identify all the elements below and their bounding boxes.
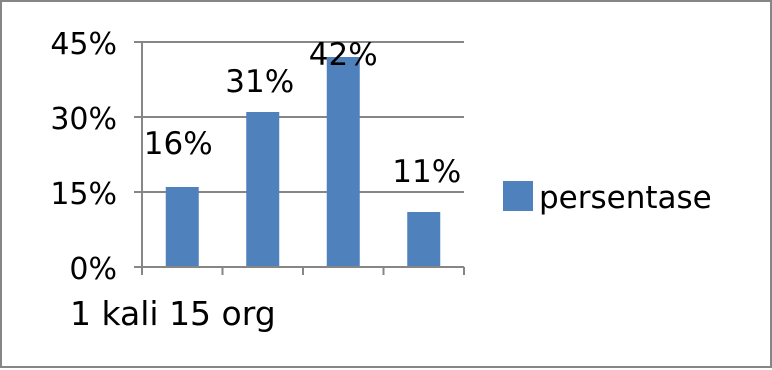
bar-3 xyxy=(407,212,441,267)
data-label-1: 31% xyxy=(225,64,294,100)
data-label-0: 16% xyxy=(144,126,213,162)
bars xyxy=(165,57,441,267)
bar-2 xyxy=(326,57,360,267)
bar-0 xyxy=(165,187,199,267)
x-category-label-0: 1 kali 15 org xyxy=(70,294,276,333)
y-tick-label-1: 15% xyxy=(50,177,117,212)
legend-label: persentase xyxy=(539,180,712,216)
y-tick-label-2: 30% xyxy=(50,102,117,137)
legend-swatch xyxy=(503,181,533,211)
axes: 0% 15% 30% 45% 1 kali 15 org xyxy=(50,27,465,333)
y-tick-label-3: 45% xyxy=(50,27,117,62)
bar-1 xyxy=(246,112,280,267)
y-tick-label-0: 0% xyxy=(69,252,117,287)
data-label-3: 11% xyxy=(392,154,461,190)
data-labels: 16% 31% 42% 11% xyxy=(144,37,461,190)
legend: persentase xyxy=(503,180,712,216)
data-label-2: 42% xyxy=(309,37,378,73)
